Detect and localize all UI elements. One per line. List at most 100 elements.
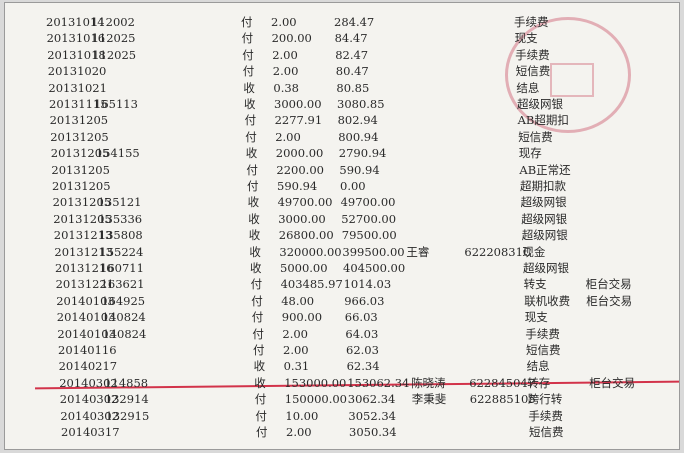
cell-balance: 64.03 [345, 326, 379, 341]
cell-amount: 900.00 [281, 310, 323, 325]
cell-memo: AB正常还 [519, 162, 571, 177]
cell-date: 20140302 [59, 392, 119, 407]
cell-date: 20140103 [56, 293, 115, 308]
cell-balance: 1014.03 [343, 277, 392, 292]
cell-amount: 2.00 [283, 343, 309, 357]
cell-date: 20140317 [61, 425, 120, 439]
cell-dir: 付 [252, 326, 264, 341]
cell-balance: 284.47 [334, 15, 375, 29]
cell-balance: 3050.34 [349, 425, 397, 439]
cell-time: 140824 [102, 326, 147, 341]
cell-amount: 2.00 [275, 129, 301, 144]
cell-amount: 2277.91 [274, 113, 323, 128]
cell-memo: 现金 [522, 244, 546, 259]
cell-memo: 手续费 [528, 408, 563, 423]
cell-date: 20131205 [50, 129, 109, 144]
cell-balance: 80.47 [335, 64, 369, 79]
cell-date: 20131216 [55, 261, 114, 275]
cell-memo: 短信费 [526, 343, 561, 357]
cell-memo: 结息 [526, 359, 550, 374]
cell-amount: 2.00 [272, 64, 299, 79]
cell-dir: 付 [242, 47, 254, 62]
cell-name: 王睿 [406, 244, 430, 259]
cell-channel: 柜台交易 [585, 277, 632, 292]
cell-time: 154155 [95, 146, 140, 161]
cell-date: 20140302 [59, 375, 118, 390]
cell-dir: 收 [248, 211, 260, 226]
cell-time: 112025 [92, 47, 137, 62]
cell-balance: 3052.34 [348, 408, 396, 423]
cell-dir: 付 [255, 408, 267, 423]
cell-balance: 802.94 [337, 113, 378, 128]
statement-paper: 20131014 112002 付 2.00 284.47 手续费 20131016 1120… [4, 2, 680, 450]
cell-balance: 62.34 [346, 359, 380, 374]
cell-time: 163621 [100, 277, 145, 292]
cell-date: 20131205 [51, 162, 110, 177]
cell-memo: 转支 [523, 277, 547, 292]
cell-date: 20131021 [48, 80, 107, 95]
cell-amount: 590.94 [277, 179, 318, 193]
stamp-date-box [550, 63, 594, 97]
cell-dir: 收 [253, 359, 266, 374]
cell-dir: 付 [250, 277, 263, 292]
cell-memo: 联机收费 [524, 293, 571, 308]
bank-stamp [505, 17, 631, 133]
cell-dir: 收 [250, 261, 262, 275]
cell-memo: AB超期扣 [517, 113, 569, 128]
cell-date: 20131205 [49, 113, 109, 128]
cell-dir: 付 [251, 293, 263, 308]
cell-dir: 收 [248, 228, 261, 243]
cell-date: 20131014 [46, 15, 105, 29]
cell-memo: 短信费 [518, 129, 553, 144]
cell-amount: 200.00 [271, 31, 312, 46]
cell-date: 20140103 [57, 326, 116, 341]
cell-date: 20140217 [58, 359, 118, 374]
cell-date: 20131221 [55, 277, 115, 292]
cell-memo: 手续费 [514, 15, 549, 29]
cell-amount: 2.00 [271, 15, 297, 29]
cell-amount: 2.00 [282, 326, 308, 341]
cell-balance: 80.85 [336, 80, 370, 95]
cell-time: 155224 [99, 244, 144, 259]
cell-time: 132914 [104, 392, 149, 407]
cell-balance: 0.00 [340, 179, 366, 193]
cell-memo: 现支 [524, 310, 548, 325]
cell-dir: 付 [242, 64, 255, 79]
cell-balance: 966.03 [344, 293, 385, 308]
cell-date: 20131205 [53, 211, 112, 226]
cell-memo: 短信费 [529, 425, 564, 439]
cell-date: 20140116 [58, 343, 117, 357]
cell-amount: 2.00 [272, 47, 298, 62]
cell-amount: 2200.00 [276, 162, 324, 177]
cell-dir: 付 [256, 425, 268, 439]
cell-balance: 3062.34 [347, 392, 396, 407]
cell-date: 20140103 [56, 310, 116, 325]
cell-memo: 超级网银 [517, 97, 563, 111]
cell-amount: 403485.97 [280, 277, 343, 292]
cell-amount: 10.00 [285, 408, 319, 423]
cell-dir: 收 [243, 80, 255, 95]
cell-memo: 短信费 [515, 64, 551, 79]
cell-dir: 付 [245, 129, 257, 144]
cell-memo: 现存 [518, 146, 542, 161]
cell-time: 112002 [91, 15, 135, 29]
cell-channel: 柜台交易 [586, 293, 633, 308]
cell-time: 112025 [91, 31, 136, 46]
cell-balance: 52700.00 [341, 211, 397, 226]
cell-balance: 399500.00 [342, 244, 405, 259]
cell-date: 20131213 [54, 244, 113, 259]
cell-time: 135808 [98, 228, 143, 243]
cell-balance: 82.47 [335, 47, 369, 62]
cell-dir: 收 [244, 97, 256, 111]
cell-date: 20131205 [52, 179, 111, 193]
cell-balance: 49700.00 [340, 195, 396, 210]
cell-amount: 48.00 [281, 293, 315, 308]
cell-amount: 153000.00 [284, 375, 347, 390]
cell-amount: 5000.00 [280, 261, 328, 275]
cell-memo: 超级网银 [523, 261, 569, 275]
cell-memo: 结息 [516, 80, 540, 95]
cell-dir: 收 [249, 244, 261, 259]
cell-memo: 超期扣款 [520, 179, 566, 193]
cell-balance: 2790.94 [338, 146, 387, 161]
